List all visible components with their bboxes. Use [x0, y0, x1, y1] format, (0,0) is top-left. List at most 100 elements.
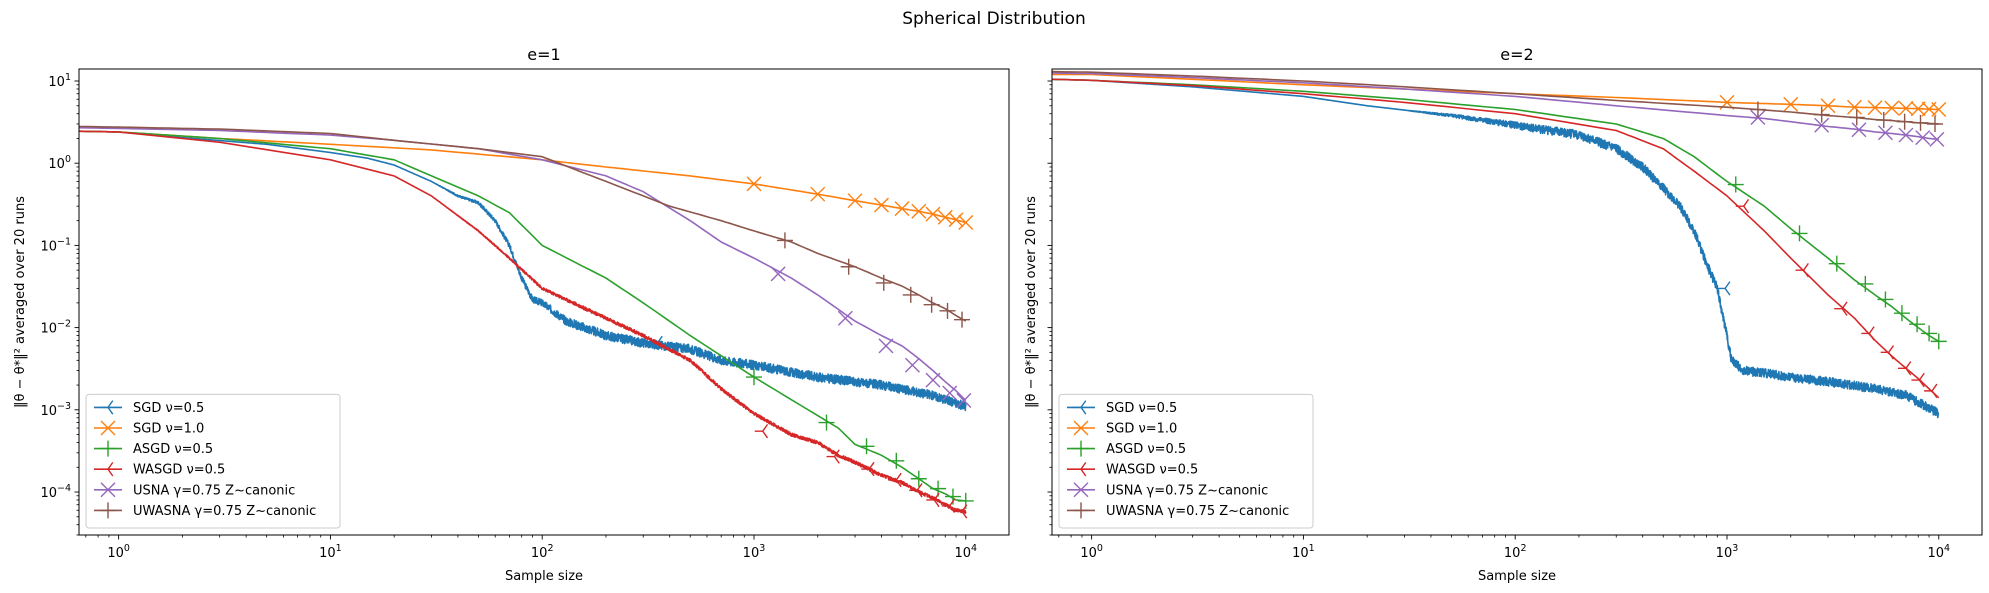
series-marker — [1912, 114, 1929, 131]
legend-item: ASGD ν=0.5 — [1067, 440, 1186, 457]
legend-swatch-marker — [1073, 440, 1089, 457]
series-marker — [925, 372, 941, 388]
legend-swatch-marker — [100, 482, 116, 498]
series-marker — [1896, 113, 1913, 130]
series-marker — [1911, 372, 1925, 388]
series-marker — [904, 357, 920, 373]
series-marker — [1727, 176, 1744, 193]
legend-item: WASGD ν=0.5 — [94, 461, 225, 478]
series-marker — [1820, 98, 1836, 114]
chart-title: e=2 — [1500, 45, 1533, 64]
series-marker — [1931, 102, 1947, 118]
legend-label: WASGD ν=0.5 — [1106, 463, 1198, 478]
series-line — [79, 130, 966, 502]
series-marker — [837, 310, 853, 326]
series-marker — [888, 472, 902, 488]
series-marker — [954, 504, 968, 519]
series-marker — [858, 438, 875, 455]
legend-label: SGD ν=1.0 — [133, 422, 204, 437]
series-marker — [948, 212, 964, 228]
legend-label: SGD ν=0.5 — [133, 401, 204, 416]
axes-frame — [78, 68, 1010, 536]
legend-label: UWASNA γ=0.75 Z~canonic — [133, 504, 316, 519]
figure-title: Spherical Distribution — [902, 9, 1086, 29]
series-marker — [875, 274, 892, 291]
series-line — [1052, 72, 1939, 141]
x-tick-label: 104 — [1927, 543, 1950, 561]
legend-label: UWASNA γ=0.75 Z~canonic — [1106, 504, 1289, 519]
series-group — [1052, 70, 1947, 419]
legend-swatch-marker — [100, 420, 116, 436]
series-marker — [902, 286, 919, 303]
x-tick-label: 103 — [1716, 543, 1739, 561]
legend-item: SGD ν=1.0 — [1067, 420, 1177, 437]
series-marker — [1884, 100, 1900, 116]
legend-label: ASGD ν=0.5 — [1106, 442, 1186, 457]
series-line — [1052, 78, 1940, 343]
x-tick-label: 104 — [954, 543, 977, 561]
series-marker — [956, 392, 972, 408]
x-tick-label: 100 — [107, 543, 130, 561]
x-tick-label: 103 — [743, 543, 766, 561]
series-marker — [1910, 101, 1926, 117]
legend-label: SGD ν=1.0 — [1106, 422, 1177, 437]
series-marker — [1783, 96, 1799, 112]
legend-item: SGD ν=1.0 — [94, 420, 204, 437]
charts-container: e=1 Sample size ‖θ − θ*‖² averaged over 20… — [13, 45, 1983, 584]
series-marker — [937, 209, 953, 225]
series-marker — [1828, 255, 1845, 272]
y-tick-label: 100 — [48, 154, 71, 172]
series-marker — [873, 197, 889, 213]
series-group — [79, 125, 974, 519]
legend: SGD ν=0.5 SGD ν=1.0 ASGD ν=0.5 WASGD ν=0.5 U… — [1058, 393, 1314, 529]
series-marker — [878, 338, 894, 354]
legend-item: USNA γ=0.75 Z~canonic — [1067, 482, 1268, 498]
legend-label: WASGD ν=0.5 — [133, 463, 225, 478]
series-marker — [958, 215, 974, 230]
series-marker — [1893, 305, 1910, 322]
series-line — [79, 130, 967, 412]
x-tick-label: 102 — [1504, 543, 1527, 561]
series-marker — [1851, 122, 1867, 138]
series-marker — [810, 186, 826, 202]
legend-label: ASGD ν=0.5 — [133, 442, 213, 457]
y-axis-label: ‖θ − θ*‖² averaged over 20 runs — [13, 196, 28, 408]
series-marker — [909, 483, 923, 498]
y-tick-label: 10−2 — [40, 319, 71, 337]
legend-swatch-marker — [1073, 482, 1089, 498]
series-marker — [910, 470, 927, 487]
series-marker — [745, 369, 762, 386]
series-marker — [1930, 333, 1947, 350]
series-marker — [826, 449, 840, 464]
legend-item: UWASNA γ=0.75 Z~canonic — [94, 502, 316, 519]
legend-item: UWASNA γ=0.75 Z~canonic — [1067, 502, 1289, 519]
series-marker — [911, 203, 927, 219]
series-marker — [1880, 345, 1895, 360]
series-marker — [894, 201, 910, 217]
axes-frame — [1051, 68, 1983, 536]
series-marker — [1717, 281, 1731, 296]
legend-swatch-marker — [100, 440, 116, 457]
x-tick-label: 101 — [1292, 543, 1315, 561]
y-axis-label: ‖θ − θ*‖² averaged over 20 runs — [1024, 196, 1039, 408]
legend-label: USNA γ=0.75 Z~canonic — [1106, 483, 1268, 498]
y-tick-label: 10−1 — [40, 236, 71, 254]
series-marker — [754, 423, 769, 439]
legend-swatch-marker — [1073, 461, 1087, 477]
y-tick-label: 101 — [48, 72, 71, 90]
series-marker — [1877, 125, 1893, 141]
series-marker — [1834, 301, 1848, 316]
y-tick-label: 10−4 — [40, 483, 71, 501]
legend: SGD ν=0.5 SGD ν=1.0 ASGD ν=0.5 WASGD ν=0.5 U… — [85, 393, 341, 529]
series-marker — [1897, 361, 1912, 376]
series-marker — [1921, 325, 1938, 342]
series-marker — [926, 492, 940, 508]
series-marker — [942, 385, 958, 401]
legend-swatch-marker — [1073, 420, 1089, 436]
legend-item: USNA γ=0.75 Z~canonic — [94, 482, 295, 498]
series-marker — [888, 452, 905, 469]
series-marker — [1924, 383, 1938, 399]
series-marker — [1875, 112, 1892, 129]
series-line — [79, 125, 967, 322]
